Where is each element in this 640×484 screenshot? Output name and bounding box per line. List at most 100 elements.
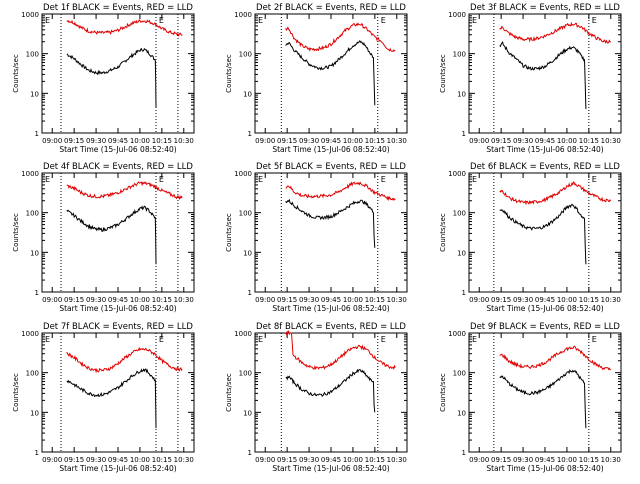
x-tick-label: 09:45 bbox=[108, 296, 128, 304]
x-tick-label: 09:45 bbox=[108, 137, 128, 145]
series-line-lld bbox=[499, 21, 611, 44]
plot-frame bbox=[41, 172, 195, 293]
x-tick-label: 09:30 bbox=[86, 137, 106, 145]
x-tick-label: 09:00 bbox=[42, 456, 62, 464]
y-tick-label: 1000 bbox=[21, 330, 39, 338]
x-tick-label: 09:30 bbox=[299, 456, 319, 464]
x-tick-label: 10:15 bbox=[579, 296, 599, 304]
series-line-events bbox=[285, 198, 376, 248]
panel-1: Det 1f BLACK = Events, RED = LLD 1 10 100 10… bbox=[12, 3, 195, 154]
plot-frame bbox=[41, 332, 195, 453]
x-axis-label: Start Time (15-Jul-06 08:52:40) bbox=[486, 304, 603, 313]
series-line-events bbox=[66, 368, 157, 429]
x-tick-label: 10:30 bbox=[601, 456, 621, 464]
event-marker-label: E bbox=[381, 16, 386, 25]
x-tick-label: 10:30 bbox=[387, 137, 407, 145]
x-tick-label: 09:45 bbox=[321, 137, 341, 145]
event-marker-label: E bbox=[159, 16, 164, 25]
y-tick-label: 1 bbox=[248, 449, 252, 457]
x-axis-label: Start Time (15-Jul-06 08:52:40) bbox=[272, 464, 389, 473]
plot-frame bbox=[468, 13, 622, 134]
series-line-events bbox=[66, 47, 157, 108]
panel-title: Det 8f BLACK = Events, RED = LLD bbox=[256, 322, 406, 332]
event-marker-label: E bbox=[258, 335, 263, 344]
y-tick-label: 1 bbox=[248, 130, 252, 138]
y-tick-label: 1000 bbox=[448, 170, 466, 178]
y-axis-label: Counts/sec bbox=[225, 54, 233, 93]
series-line-events bbox=[499, 203, 587, 265]
panel-title: Det 6f BLACK = Events, RED = LLD bbox=[470, 162, 620, 172]
y-tick-label: 100 bbox=[26, 370, 39, 378]
y-tick-label: 1 bbox=[35, 130, 39, 138]
x-axis-label: Start Time (15-Jul-06 08:52:40) bbox=[59, 464, 176, 473]
event-marker-label: E bbox=[472, 16, 477, 25]
plot-frame bbox=[468, 332, 622, 453]
panel-9: Det 9f BLACK = Events, RED = LLD 1 10 100 10… bbox=[439, 322, 622, 473]
panel-title: Det 2f BLACK = Events, RED = LLD bbox=[256, 3, 406, 13]
x-tick-label: 09:15 bbox=[64, 456, 84, 464]
x-tick-label: 10:15 bbox=[579, 456, 599, 464]
y-tick-label: 10 bbox=[457, 90, 466, 98]
y-tick-label: 10 bbox=[30, 249, 39, 257]
y-tick-label: 10 bbox=[243, 90, 252, 98]
y-tick-label: 1000 bbox=[234, 11, 252, 19]
x-tick-label: 09:15 bbox=[277, 456, 297, 464]
x-tick-label: 10:00 bbox=[130, 296, 150, 304]
panel-4: Det 4f BLACK = Events, RED = LLD 1 10 100 10… bbox=[12, 162, 195, 313]
panel-title: Det 3f BLACK = Events, RED = LLD bbox=[470, 3, 620, 13]
series-line-lld bbox=[285, 181, 396, 202]
panel-title: Det 9f BLACK = Events, RED = LLD bbox=[470, 322, 620, 332]
x-tick-label: 09:45 bbox=[321, 456, 341, 464]
y-axis-label: Counts/sec bbox=[439, 213, 447, 252]
y-tick-label: 1 bbox=[35, 449, 39, 457]
x-tick-label: 09:15 bbox=[277, 137, 297, 145]
x-tick-label: 10:15 bbox=[365, 296, 385, 304]
x-tick-label: 10:00 bbox=[343, 296, 363, 304]
y-tick-label: 1000 bbox=[21, 170, 39, 178]
y-tick-label: 100 bbox=[453, 370, 466, 378]
panel-6: Det 6f BLACK = Events, RED = LLD 1 10 100 10… bbox=[439, 162, 622, 313]
x-tick-label: 10:15 bbox=[365, 456, 385, 464]
y-axis-label: Counts/sec bbox=[225, 213, 233, 252]
y-tick-label: 1 bbox=[462, 449, 466, 457]
x-tick-label: 10:30 bbox=[174, 456, 194, 464]
y-tick-label: 1000 bbox=[234, 330, 252, 338]
x-tick-label: 09:45 bbox=[321, 296, 341, 304]
x-tick-label: 10:15 bbox=[365, 137, 385, 145]
x-tick-label: 10:00 bbox=[557, 456, 577, 464]
x-tick-label: 10:15 bbox=[579, 137, 599, 145]
series-line-events bbox=[499, 40, 587, 110]
x-tick-label: 09:00 bbox=[255, 456, 275, 464]
series-line-lld bbox=[66, 346, 183, 374]
y-tick-label: 1 bbox=[462, 289, 466, 297]
y-tick-label: 100 bbox=[239, 51, 252, 59]
y-axis-label: Counts/sec bbox=[12, 54, 20, 93]
event-marker-label: E bbox=[381, 175, 386, 184]
x-axis-label: Start Time (15-Jul-06 08:52:40) bbox=[272, 145, 389, 154]
event-marker-label: E bbox=[381, 335, 386, 344]
x-tick-label: 10:00 bbox=[343, 456, 363, 464]
panel-title: Det 5f BLACK = Events, RED = LLD bbox=[256, 162, 406, 172]
x-axis-label: Start Time (15-Jul-06 08:52:40) bbox=[486, 145, 603, 154]
x-tick-label: 09:30 bbox=[513, 137, 533, 145]
x-axis-label: Start Time (15-Jul-06 08:52:40) bbox=[272, 304, 389, 313]
series-line-lld bbox=[499, 345, 611, 371]
x-tick-label: 09:30 bbox=[513, 456, 533, 464]
x-tick-label: 09:30 bbox=[513, 296, 533, 304]
y-axis-label: Counts/sec bbox=[225, 373, 233, 412]
x-tick-label: 09:00 bbox=[469, 296, 489, 304]
panel-8: Det 8f BLACK = Events, RED = LLD 1 10 100 10… bbox=[225, 322, 408, 473]
y-tick-label: 100 bbox=[26, 210, 39, 218]
y-tick-label: 1000 bbox=[448, 11, 466, 19]
x-tick-label: 09:15 bbox=[64, 296, 84, 304]
x-tick-label: 09:15 bbox=[277, 296, 297, 304]
event-marker-label: E bbox=[258, 175, 263, 184]
x-tick-label: 10:15 bbox=[152, 296, 172, 304]
x-axis-label: Start Time (15-Jul-06 08:52:40) bbox=[59, 304, 176, 313]
y-tick-label: 1 bbox=[462, 130, 466, 138]
panel-title: Det 7f BLACK = Events, RED = LLD bbox=[43, 322, 193, 332]
x-tick-label: 09:30 bbox=[299, 296, 319, 304]
x-tick-label: 09:30 bbox=[299, 137, 319, 145]
